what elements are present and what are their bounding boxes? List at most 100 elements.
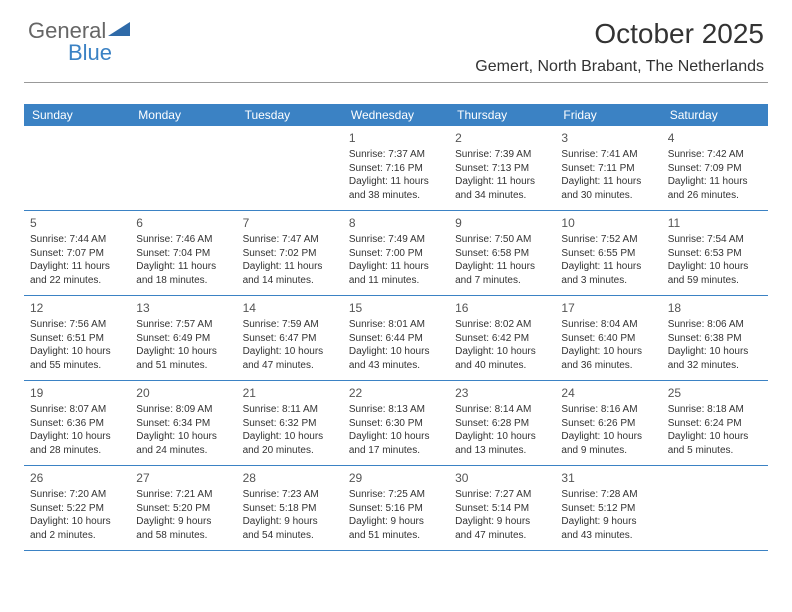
day-info-line: Sunrise: 8:09 AM — [136, 403, 230, 417]
day-info-line: Daylight: 11 hours — [455, 175, 549, 189]
day-cell: 5Sunrise: 7:44 AMSunset: 7:07 PMDaylight… — [24, 211, 130, 295]
day-info-line: and 40 minutes. — [455, 359, 549, 373]
day-info-line: Daylight: 10 hours — [668, 345, 762, 359]
day-info-line: Daylight: 10 hours — [243, 345, 337, 359]
day-info-line: Daylight: 9 hours — [349, 515, 443, 529]
day-cell: 27Sunrise: 7:21 AMSunset: 5:20 PMDayligh… — [130, 466, 236, 550]
weekday-header-cell: Wednesday — [343, 104, 449, 126]
day-info-line: Sunset: 6:24 PM — [668, 417, 762, 431]
day-info-line: Daylight: 10 hours — [30, 515, 124, 529]
day-cell: 14Sunrise: 7:59 AMSunset: 6:47 PMDayligh… — [237, 296, 343, 380]
day-info-line: and 5 minutes. — [668, 444, 762, 458]
day-number: 14 — [243, 300, 337, 316]
day-info-line: Sunrise: 7:57 AM — [136, 318, 230, 332]
day-info-line: Sunrise: 8:13 AM — [349, 403, 443, 417]
day-cell: 30Sunrise: 7:27 AMSunset: 5:14 PMDayligh… — [449, 466, 555, 550]
day-info-line: Sunset: 6:42 PM — [455, 332, 549, 346]
day-number: 28 — [243, 470, 337, 486]
day-info-line: Sunset: 5:20 PM — [136, 502, 230, 516]
day-number: 4 — [668, 130, 762, 146]
day-info-line: Daylight: 11 hours — [243, 260, 337, 274]
weekday-header: SundayMondayTuesdayWednesdayThursdayFrid… — [24, 104, 768, 126]
day-info-line: and 36 minutes. — [561, 359, 655, 373]
day-info-line: and 9 minutes. — [561, 444, 655, 458]
day-info-line: Sunrise: 7:47 AM — [243, 233, 337, 247]
day-number: 27 — [136, 470, 230, 486]
day-number: 3 — [561, 130, 655, 146]
day-cell: 10 Sunrise: 7:52 AMSunset: 6:55 PMDayligh… — [555, 211, 661, 295]
day-cell: 20Sunrise: 8:09 AMSunset: 6:34 PMDayligh… — [130, 381, 236, 465]
day-number: 19 — [30, 385, 124, 401]
day-info-line: Sunrise: 7:20 AM — [30, 488, 124, 502]
day-number: 6 — [136, 215, 230, 231]
day-info-line: Daylight: 10 hours — [30, 345, 124, 359]
day-info-line: Sunrise: 8:02 AM — [455, 318, 549, 332]
day-info-line: Sunset: 7:00 PM — [349, 247, 443, 261]
day-info-line: Sunrise: 7:56 AM — [30, 318, 124, 332]
day-info-line: Sunset: 5:12 PM — [561, 502, 655, 516]
day-number: 10 — [561, 215, 655, 231]
day-info-line: Sunrise: 7:49 AM — [349, 233, 443, 247]
logo-triangle-icon — [108, 20, 130, 36]
day-info-line: and 51 minutes. — [349, 529, 443, 543]
day-cell: 28Sunrise: 7:23 AMSunset: 5:18 PMDayligh… — [237, 466, 343, 550]
day-info-line: Sunrise: 7:54 AM — [668, 233, 762, 247]
day-info-line: Sunset: 6:38 PM — [668, 332, 762, 346]
day-info-line: Sunrise: 7:46 AM — [136, 233, 230, 247]
day-info-line: and 32 minutes. — [668, 359, 762, 373]
day-number: 31 — [561, 470, 655, 486]
day-info-line: Sunset: 7:02 PM — [243, 247, 337, 261]
day-cell — [237, 126, 343, 210]
day-info-line: Sunset: 7:04 PM — [136, 247, 230, 261]
day-info-line: Sunrise: 8:18 AM — [668, 403, 762, 417]
day-number: 13 — [136, 300, 230, 316]
day-info-line: and 2 minutes. — [30, 529, 124, 543]
day-info-line: and 13 minutes. — [455, 444, 549, 458]
day-info-line: and 17 minutes. — [349, 444, 443, 458]
day-number: 8 — [349, 215, 443, 231]
logo: General Blue — [28, 18, 130, 44]
day-info-line: Daylight: 11 hours — [561, 260, 655, 274]
day-info-line: Sunset: 7:09 PM — [668, 162, 762, 176]
day-cell: 23Sunrise: 8:14 AMSunset: 6:28 PMDayligh… — [449, 381, 555, 465]
day-info-line: Sunset: 6:44 PM — [349, 332, 443, 346]
day-cell: 17Sunrise: 8:04 AMSunset: 6:40 PMDayligh… — [555, 296, 661, 380]
day-cell: 25Sunrise: 8:18 AMSunset: 6:24 PMDayligh… — [662, 381, 768, 465]
day-info-line: Sunrise: 7:50 AM — [455, 233, 549, 247]
day-number: 24 — [561, 385, 655, 401]
week-row: 5Sunrise: 7:44 AMSunset: 7:07 PMDaylight… — [24, 211, 768, 296]
day-info-line: Sunrise: 7:39 AM — [455, 148, 549, 162]
day-info-line: Sunrise: 7:28 AM — [561, 488, 655, 502]
calendar: SundayMondayTuesdayWednesdayThursdayFrid… — [24, 104, 768, 551]
day-info-line: Sunset: 5:22 PM — [30, 502, 124, 516]
day-cell: 18Sunrise: 8:06 AMSunset: 6:38 PMDayligh… — [662, 296, 768, 380]
day-info-line: Daylight: 11 hours — [455, 260, 549, 274]
day-number: 15 — [349, 300, 443, 316]
day-info-line: Sunset: 6:55 PM — [561, 247, 655, 261]
day-cell: 22Sunrise: 8:13 AMSunset: 6:30 PMDayligh… — [343, 381, 449, 465]
day-number: 21 — [243, 385, 337, 401]
day-info-line: Sunrise: 7:52 AM — [561, 233, 655, 247]
day-info-line: Daylight: 10 hours — [561, 430, 655, 444]
day-number: 29 — [349, 470, 443, 486]
day-info-line: and 55 minutes. — [30, 359, 124, 373]
day-cell — [662, 466, 768, 550]
day-info-line: and 43 minutes. — [561, 529, 655, 543]
day-info-line: and 51 minutes. — [136, 359, 230, 373]
day-info-line: Daylight: 10 hours — [455, 430, 549, 444]
weekday-header-cell: Tuesday — [237, 104, 343, 126]
day-info-line: and 38 minutes. — [349, 189, 443, 203]
day-number: 16 — [455, 300, 549, 316]
day-number: 1 — [349, 130, 443, 146]
day-info-line: Sunrise: 7:21 AM — [136, 488, 230, 502]
day-info-line: Daylight: 10 hours — [243, 430, 337, 444]
day-info-line: Daylight: 11 hours — [136, 260, 230, 274]
day-info-line: and 14 minutes. — [243, 274, 337, 288]
day-cell: 26Sunrise: 7:20 AMSunset: 5:22 PMDayligh… — [24, 466, 130, 550]
day-info-line: and 58 minutes. — [136, 529, 230, 543]
day-info-line: Daylight: 10 hours — [136, 430, 230, 444]
day-info-line: Daylight: 11 hours — [561, 175, 655, 189]
day-info-line: Sunrise: 7:59 AM — [243, 318, 337, 332]
day-number: 30 — [455, 470, 549, 486]
day-info-line: Sunrise: 8:04 AM — [561, 318, 655, 332]
